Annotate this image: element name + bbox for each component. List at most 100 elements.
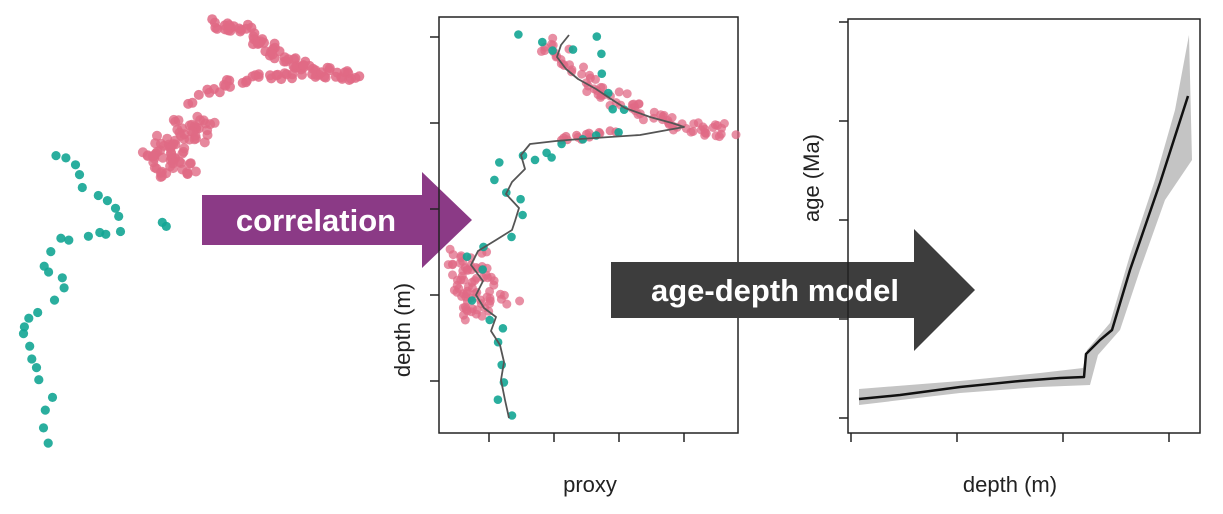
- proxy-panel-y-ticks: [430, 36, 439, 382]
- raw-pink-point: [199, 137, 210, 148]
- correlated-teal-point: [518, 210, 527, 220]
- raw-teal-point: [161, 221, 171, 231]
- proxy-panel-x-ticks: [488, 433, 685, 442]
- raw-teal-point: [70, 160, 81, 170]
- raw-teal-point: [18, 329, 29, 339]
- raw-teal-point: [24, 313, 34, 323]
- raw-pink-point: [174, 156, 185, 167]
- raw-teal-point: [44, 267, 54, 277]
- raw-teal-point: [83, 231, 93, 241]
- age-panel-x-ticks: [850, 433, 1170, 442]
- raw-teal-point: [95, 227, 105, 238]
- proxy-panel-y-axis-label: depth (m): [390, 283, 415, 377]
- correlated-teal-point: [478, 265, 488, 274]
- correlated-pink-point: [585, 73, 595, 83]
- raw-pink-point: [170, 116, 181, 127]
- correlated-pink-point: [577, 69, 587, 79]
- age-panel-y-axis-label: age (Ma): [799, 134, 824, 222]
- age-panel-frame: [847, 18, 1201, 434]
- raw-pink-point: [237, 77, 248, 88]
- correlated-pink-point: [711, 131, 721, 141]
- raw-teal-point: [47, 392, 58, 402]
- correlated-teal-point: [608, 104, 617, 114]
- correlated-teal-point: [530, 155, 540, 165]
- raw-pink-point: [320, 72, 331, 83]
- correlated-pink-point: [463, 265, 472, 275]
- raw-pink-point: [224, 20, 235, 31]
- correlated-teal-point: [568, 45, 578, 54]
- raw-pink-point: [281, 56, 292, 67]
- raw-teal-point: [43, 438, 53, 448]
- raw-pink-point: [354, 71, 365, 82]
- raw-teal-point: [64, 235, 74, 245]
- raw-teal-point: [40, 405, 50, 415]
- correlated-pink-point: [460, 315, 470, 325]
- raw-teal-point: [114, 211, 124, 221]
- correlated-teal-point: [485, 315, 495, 325]
- raw-pink-point: [183, 98, 194, 109]
- raw-teal-point: [46, 247, 56, 257]
- correlated-pink-point: [700, 128, 710, 138]
- raw-pink-point: [165, 143, 176, 154]
- raw-pink-point: [324, 63, 335, 74]
- correlated-teal-point: [597, 49, 606, 59]
- raw-teal-point: [25, 341, 35, 351]
- correlated-pink-point: [638, 115, 648, 125]
- correlated-pink-point: [622, 89, 632, 99]
- correlated-teal-point: [538, 37, 547, 47]
- raw-pink-point: [209, 17, 220, 28]
- raw-pink-point: [209, 117, 220, 128]
- raw-pink-point: [297, 69, 307, 80]
- age-panel-x-axis-label: depth (m): [963, 472, 1057, 497]
- raw-teal-point: [110, 203, 121, 213]
- raw-teal-point: [115, 226, 126, 237]
- correlated-pink-point: [478, 273, 488, 283]
- raw-pink-point: [155, 172, 166, 182]
- raw-pink-point: [142, 150, 153, 161]
- age-panel-y-ticks: [839, 21, 848, 419]
- raw-teal-point: [33, 307, 43, 318]
- correlated-pink-point: [717, 123, 726, 133]
- raw-pink-point: [219, 79, 230, 90]
- correlated-teal-point: [493, 395, 503, 405]
- raw-pink-point: [186, 126, 197, 137]
- raw-pink-point: [265, 70, 275, 81]
- correlated-teal-point: [490, 175, 499, 185]
- correlated-teal-point: [548, 46, 557, 55]
- age-depth-curve: [858, 95, 1190, 401]
- correlated-teal-point: [507, 411, 517, 420]
- correlated-pink-point: [582, 87, 592, 97]
- raw-teal-point: [31, 363, 42, 373]
- raw-pink-point: [193, 89, 204, 100]
- proxy-panel-x-axis-label: proxy: [563, 472, 617, 497]
- raw-teal-point: [56, 233, 66, 243]
- correlated-teal-point: [614, 128, 623, 137]
- correlated-teal-point: [462, 252, 472, 261]
- correlation-arrow-shape: [202, 172, 472, 268]
- age-depth-model-arrow-label: age-depth model: [651, 273, 899, 308]
- correlated-pink-point: [579, 62, 588, 72]
- correlated-pink-point: [443, 260, 453, 270]
- raw-pink-point: [182, 168, 193, 179]
- correlated-pink-point: [614, 87, 624, 97]
- raw-pink-point: [191, 133, 201, 144]
- correlated-pink-point: [688, 127, 698, 136]
- raw-pink-point: [175, 130, 186, 141]
- correlated-teal-point: [557, 139, 566, 149]
- raw-teal-point: [49, 295, 60, 305]
- raw-teal-point: [102, 196, 112, 206]
- correlation-arrow: correlation: [202, 172, 472, 268]
- correlated-pink-point: [596, 82, 606, 92]
- correlated-pink-point: [456, 253, 466, 262]
- correlated-teal-point: [507, 232, 516, 242]
- raw-teal-point: [77, 182, 87, 193]
- correlated-teal-point: [597, 69, 607, 78]
- raw-pink-point: [346, 73, 356, 84]
- raw-teal-point: [74, 170, 85, 180]
- correlated-pink-point: [605, 126, 615, 136]
- age-uncertainty-band: [859, 35, 1192, 405]
- raw-pink-record: [137, 14, 365, 182]
- correlated-teal-point: [498, 324, 508, 333]
- correlated-pink-point: [461, 304, 471, 314]
- correlated-pink-point: [489, 276, 499, 286]
